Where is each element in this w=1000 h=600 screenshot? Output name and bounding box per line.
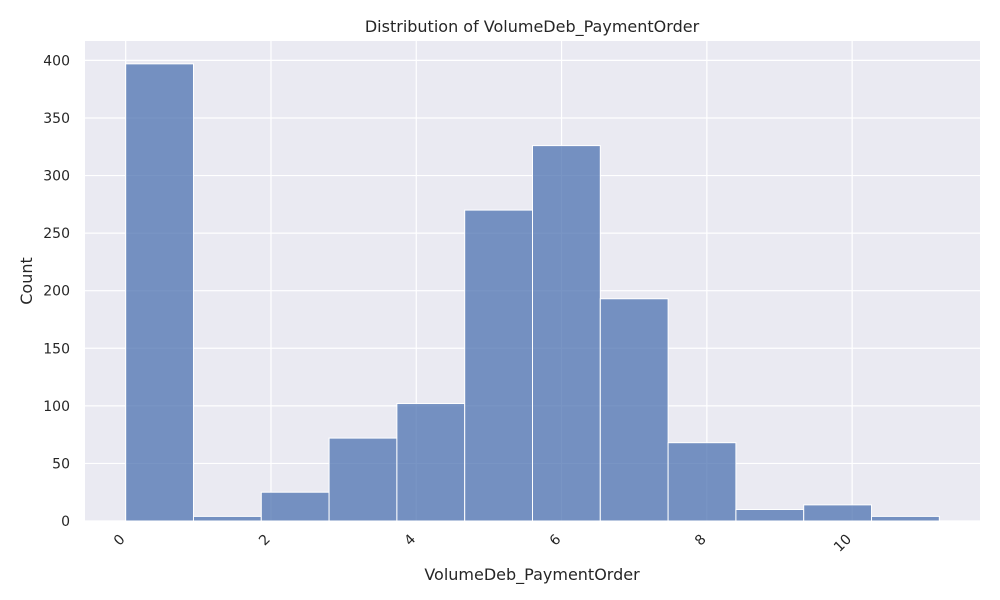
x-axis-label: VolumeDeb_PaymentOrder [424,565,640,585]
x-tick-label: 2 [256,532,274,550]
x-tick-label: 4 [401,531,419,549]
y-tick-label: 150 [43,341,70,357]
x-tick-labels: 0 2 4 6 8 10 [111,531,855,555]
y-tick-label: 200 [43,284,70,300]
histogram-bar [260,491,330,522]
bars [125,63,940,522]
histogram-bar [192,515,262,522]
y-tick-label: 50 [52,456,70,472]
histogram-bar [735,508,805,522]
x-tick-label: 0 [111,532,129,550]
histogram-bar [125,63,194,522]
y-tick-label: 250 [43,226,70,242]
x-tick-label: 10 [831,532,855,556]
x-tick-label: 6 [547,531,565,549]
x-tick-label: 8 [692,532,710,550]
y-tick-label: 300 [43,169,70,185]
y-tick-label: 350 [43,111,70,127]
histogram-bar [532,145,601,522]
y-tick-label: 0 [61,514,70,530]
histogram-bar [667,442,737,522]
histogram-bar [803,504,873,522]
histogram-bar [464,209,534,522]
histogram-bar [396,403,466,522]
histogram-bar [599,298,669,522]
chart-title: Distribution of VolumeDeb_PaymentOrder [365,17,700,37]
y-tick-label: 400 [43,53,70,69]
histogram-bar [328,437,398,522]
y-tick-labels: 0 50 100 150 200 250 300 350 400 [43,53,70,530]
y-tick-label: 100 [43,399,70,415]
y-axis-label: Count [17,257,36,305]
histogram-bar [871,515,940,522]
